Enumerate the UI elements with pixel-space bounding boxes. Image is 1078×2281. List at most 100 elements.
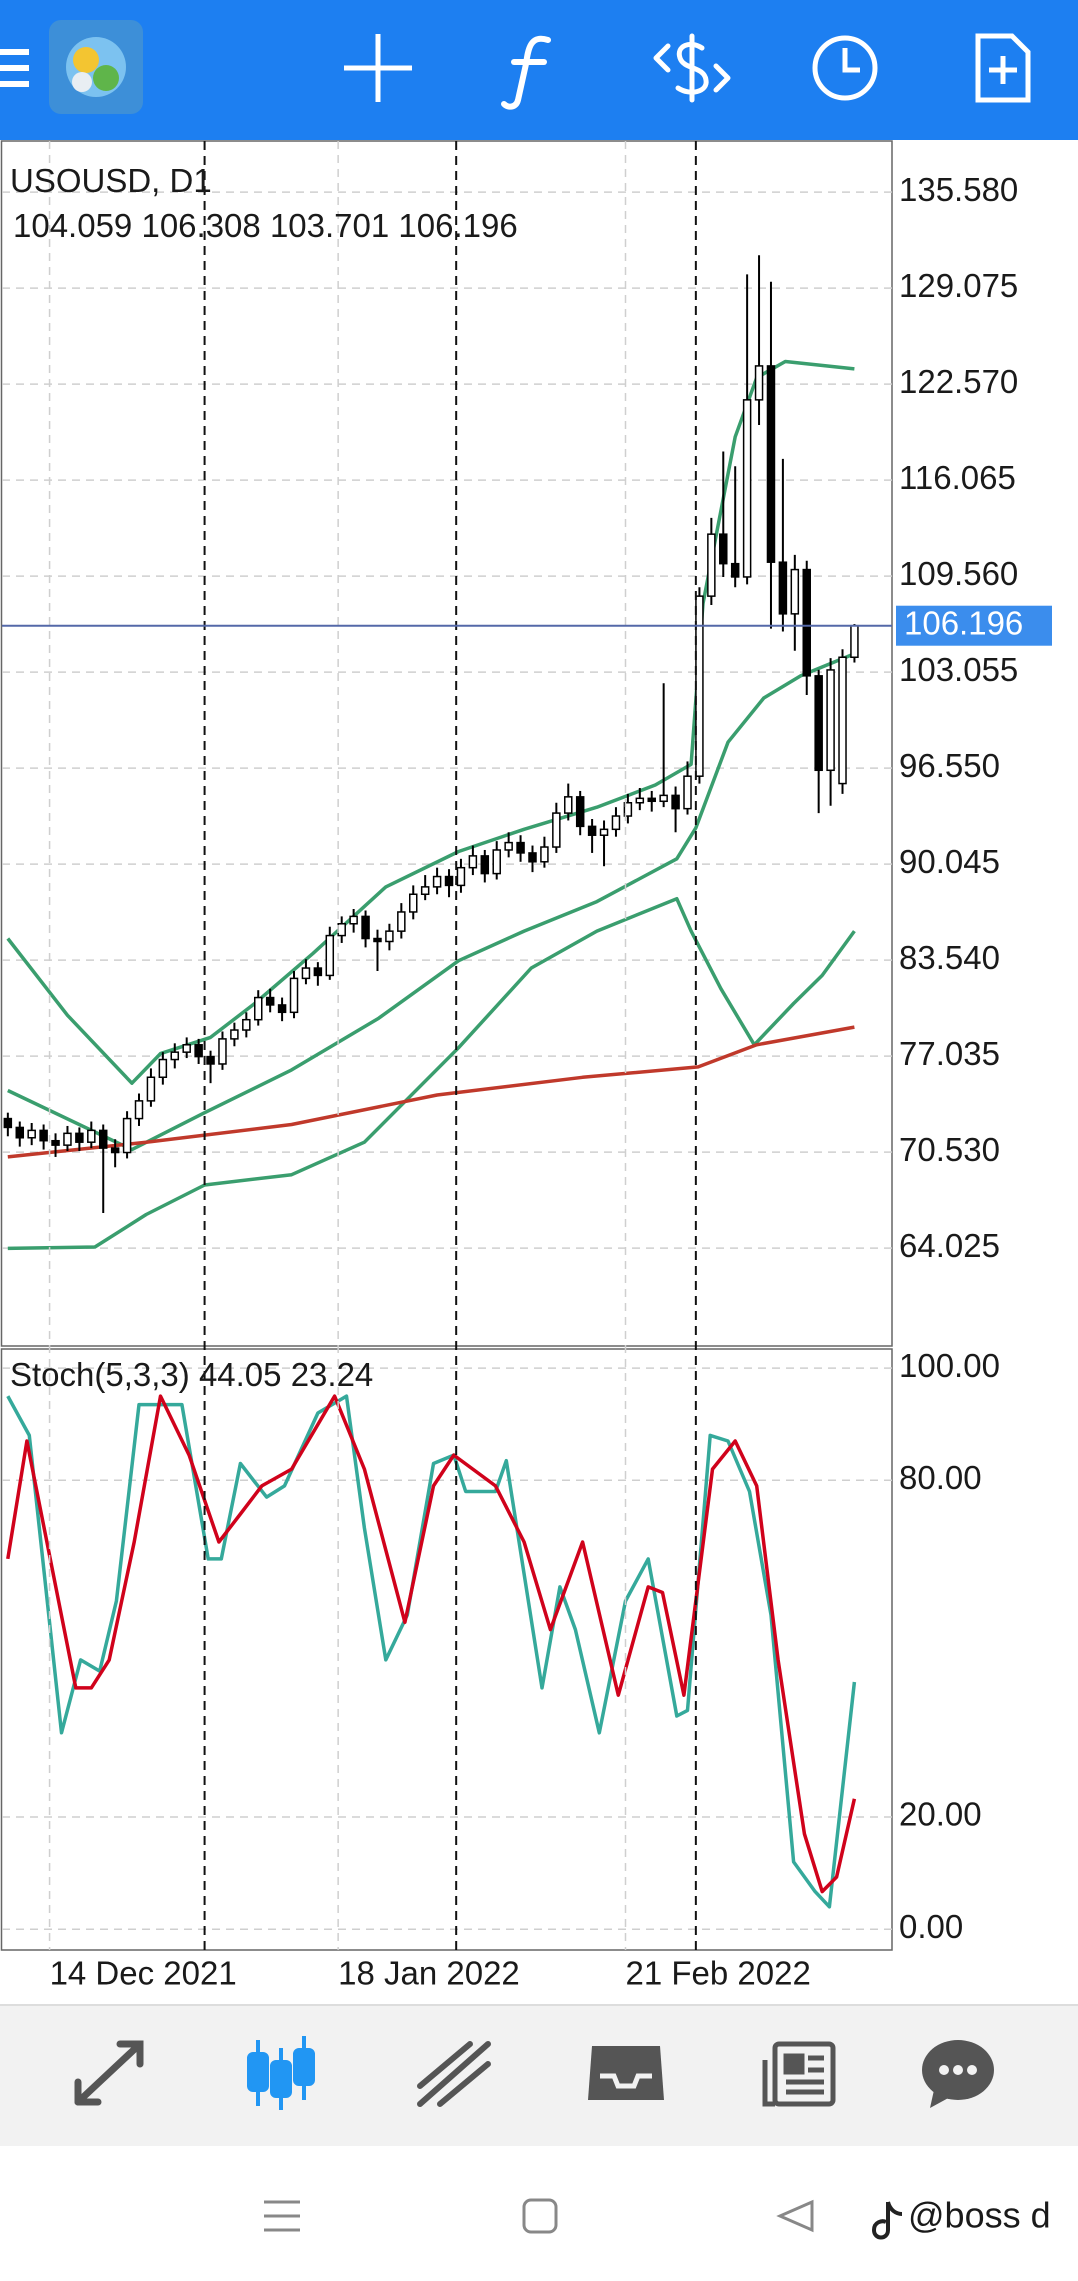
crosshair-button[interactable] (344, 34, 412, 102)
candle-body (313, 967, 323, 977)
trade-tab[interactable] (417, 2041, 491, 2107)
candle-body (695, 595, 704, 777)
quotes-tab[interactable] (74, 2040, 144, 2106)
chat-tab[interactable] (939, 2065, 949, 2075)
candle-body (361, 915, 370, 940)
recents-button[interactable] (264, 2200, 300, 2232)
y-tick-label: 135.580 (899, 171, 1018, 208)
candle-body (230, 1029, 239, 1040)
candle-body (623, 802, 633, 817)
history-button[interactable] (812, 35, 878, 101)
trade-tab[interactable] (437, 2061, 491, 2107)
menu-button[interactable] (0, 49, 29, 87)
price-plot (2, 191, 892, 1251)
menu-button[interactable] (0, 49, 29, 55)
trade-tab[interactable] (417, 2041, 491, 2107)
candle-body (75, 1132, 84, 1143)
candle-body (778, 561, 788, 615)
trade-button[interactable] (653, 33, 731, 103)
candle-body (802, 568, 811, 677)
candle-body (492, 849, 501, 875)
candle-body (468, 855, 478, 869)
chat-tab[interactable] (967, 2065, 977, 2075)
candle-body (730, 562, 740, 578)
candle-body (27, 1129, 36, 1139)
candle-body (325, 934, 335, 977)
news-tab[interactable] (783, 2053, 805, 2075)
chat-tab[interactable] (953, 2065, 963, 2075)
y-tick-label: 90.045 (899, 843, 1000, 880)
candle-body (444, 875, 454, 887)
indicator-line (6, 359, 855, 1085)
y-tick-label: 103.055 (899, 651, 1018, 688)
trade-button[interactable] (653, 43, 671, 73)
candle-body (218, 1038, 227, 1065)
candle-body (587, 825, 597, 836)
candle-body (599, 828, 609, 836)
history-button[interactable] (812, 35, 878, 101)
y-tick-label: 129.075 (899, 267, 1018, 304)
chart-tab[interactable] (293, 2048, 315, 2086)
candle-body (528, 852, 537, 863)
x-tick-label: 21 Feb 2022 (626, 1955, 811, 1992)
history-button[interactable] (842, 48, 860, 73)
candle-body (516, 841, 525, 854)
quotes-tab[interactable] (74, 2078, 102, 2106)
news-tab[interactable] (762, 2041, 836, 2107)
candle-body (742, 399, 752, 578)
candle-body (39, 1129, 48, 1142)
back-button[interactable] (776, 2199, 814, 2233)
candle-body (397, 911, 406, 932)
menu-button[interactable] (0, 81, 29, 87)
history-tab[interactable] (588, 2046, 664, 2100)
chart-tab[interactable] (270, 2060, 292, 2098)
indicators-button[interactable] (501, 35, 551, 110)
news-tab[interactable] (772, 2041, 836, 2107)
history-tab[interactable] (600, 2073, 652, 2089)
ohlc-value: 103.701 (270, 207, 389, 244)
candle-body (659, 794, 668, 803)
indicator-line (6, 1394, 857, 1909)
candle-body (575, 796, 585, 828)
y-tick-label: 80.00 (899, 1459, 982, 1496)
candle-body (253, 996, 263, 1021)
chart-tab[interactable] (247, 2052, 269, 2092)
recents-button[interactable] (264, 2200, 300, 2232)
candle-body (790, 568, 800, 615)
candle-body (420, 886, 430, 896)
x-tick-label: 18 Jan 2022 (338, 1955, 520, 1992)
y-tick-label: 20.00 (899, 1796, 982, 1833)
news-tab[interactable] (786, 2055, 824, 2095)
new-order-button[interactable] (975, 33, 1031, 103)
menu-button[interactable] (0, 65, 29, 71)
y-tick-label: 64.025 (899, 1227, 1000, 1264)
candle-body (15, 1126, 25, 1139)
candle-body (480, 855, 490, 875)
quotes-tab[interactable] (74, 2040, 144, 2106)
home-button[interactable] (522, 2198, 558, 2234)
y-tick-label: 77.035 (899, 1035, 1000, 1072)
trade-button[interactable] (713, 63, 731, 93)
app-icon[interactable] (73, 47, 99, 73)
chat-tab[interactable] (930, 2090, 952, 2108)
new-order-button[interactable] (989, 56, 1017, 84)
candle-body (671, 794, 680, 810)
ohlc-value: 104.059 (13, 207, 132, 244)
candle-body (51, 1139, 60, 1146)
y-tick-label: 70.530 (899, 1131, 1000, 1168)
candle-body (289, 977, 299, 1014)
y-tick-label: 122.570 (899, 363, 1018, 400)
app-icon[interactable] (72, 72, 92, 92)
chart-tab[interactable] (247, 2036, 315, 2110)
new-order-button[interactable] (975, 33, 1031, 103)
app-icon[interactable] (49, 20, 143, 114)
history-tab[interactable] (588, 2046, 664, 2100)
candle-body (635, 797, 645, 804)
chat-tab[interactable] (922, 2040, 994, 2108)
news-tab[interactable] (762, 2060, 775, 2107)
indicators-button[interactable] (501, 35, 551, 110)
app-icon[interactable] (93, 65, 119, 91)
watermark-logo (871, 2201, 903, 2240)
trade-tab[interactable] (417, 2041, 473, 2089)
candle-body (194, 1044, 203, 1058)
